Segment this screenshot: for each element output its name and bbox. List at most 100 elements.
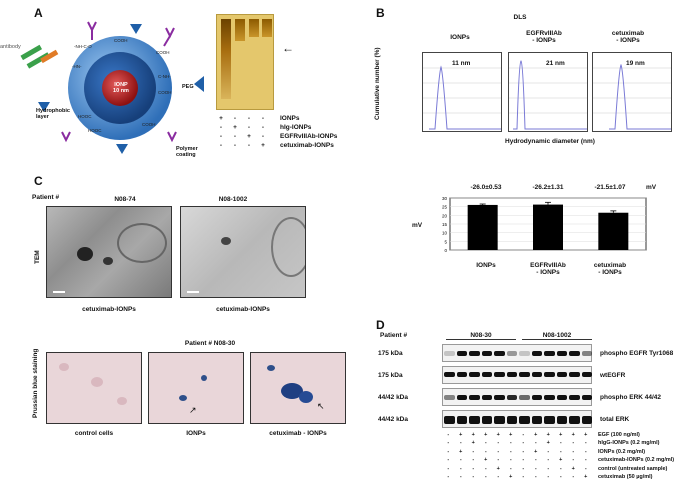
condition-sign: - [522,474,525,480]
blot-band [456,372,467,377]
condition-sign: - [559,440,562,447]
condition-sign: - [484,448,487,455]
blot-strip [442,388,592,406]
condition-sign: - [559,448,562,455]
blot-band [469,372,480,377]
condition-sign: - [534,474,537,480]
zeta-bar [598,212,629,250]
gel-sign: - [261,133,265,140]
blot-band [481,372,492,377]
svg-text:COOH: COOH [158,90,172,95]
zeta-cat-1: IONPs [476,262,496,269]
gel-legend-label: IONPs [280,115,300,122]
group-2: N08-1002 [522,332,592,341]
condition-sign: + [459,448,463,455]
zeta-ytick: 15 [442,222,448,227]
gel-sign: - [247,124,251,131]
group-1: N08-30 [446,332,516,341]
condition-sign: + [534,432,538,438]
gel-sign: + [247,133,251,140]
condition-sign: + [546,432,550,438]
condition-sign: - [447,432,450,438]
dls-ylabel: Cumulative number (%) [374,47,381,120]
condition-sign: + [546,440,550,447]
blot-band [444,372,455,377]
blot-protein-label: phospho EGFR Tyr1068 [600,350,674,357]
condition-sign: + [509,474,513,480]
blot-band [469,351,480,356]
panel-d-letter: D [376,318,385,332]
gel-sign: + [233,124,237,131]
blot-band [494,351,505,356]
patient-label-c: Patient # [32,194,60,201]
gel-sign: - [261,115,265,122]
gel-legend: + - - - IONPs - + - - hIg-IONPs - - + - EGFRvIIIAb-ION… [214,114,344,150]
blot-band [569,351,580,356]
patient-label-d: Patient # [380,332,408,339]
dls-plot-1-title: IONPs [450,34,470,41]
condition-sign: - [522,465,525,472]
blot-strip [442,366,592,384]
condition-label: cetuximab (50 µg/ml) [598,474,653,480]
pb-image-2: ↗ [148,352,244,424]
condition-sign: + [584,474,588,480]
blot-band [519,395,530,400]
condition-label: hIgG-IONPs (0.2 mg/ml) [598,440,660,447]
blot-band [506,416,517,424]
blot-band [569,372,580,377]
svg-text:C-NH-: C-NH- [158,74,171,79]
gel-sign: - [233,142,237,149]
arrow-icon: ↖ [317,401,325,411]
zeta-ylabel: mV [412,222,423,229]
blot-band [444,351,455,356]
condition-sign: - [509,448,512,455]
blot-band [544,351,555,356]
condition-sign: - [509,440,512,447]
pb-caption-3: cetuximab - IONPs [269,430,327,437]
gel-legend-row: + - - - IONPs [214,114,344,123]
condition-sign: - [584,440,587,447]
blot-band [481,416,492,424]
gel-legend-row: - - - + cetuximab-IONPs [214,141,344,150]
blot-band [531,416,542,424]
condition-sign: - [572,457,575,464]
dls-plot-2 [508,52,588,132]
blot-band [581,416,592,424]
tem-col-1: N08-74 [114,196,136,203]
tem-image-1 [46,206,172,298]
svg-text:COOH: COOH [142,122,156,127]
tem-caption-2: cetuximab-IONPs [216,306,270,313]
condition-sign: - [534,465,537,472]
gel-sign: - [219,142,223,149]
blot-band [456,395,467,400]
condition-sign: + [509,432,513,438]
arrow-icon: ↗ [189,405,197,415]
condition-sign: - [484,474,487,480]
zeta-ytick: 0 [444,248,447,253]
svg-text:-HN-: -HN- [72,64,82,69]
svg-text:HOOC: HOOC [88,128,102,133]
condition-sign: - [522,432,525,438]
blot-band [506,351,517,356]
gel-sign: - [261,124,265,131]
condition-sign: + [484,457,488,464]
gel-sign: - [219,133,223,140]
blot-band [519,416,530,424]
condition-sign: - [472,474,475,480]
condition-sign: - [559,474,562,480]
zeta-ytick: 5 [444,239,447,244]
blot-band [569,416,580,424]
gel-legend-row: - + - - hIg-IONPs [214,123,344,132]
blot-band [481,351,492,356]
pb-caption-2: IONPs [186,430,206,437]
condition-sign: + [484,432,488,438]
condition-sign: - [447,457,450,464]
blot-band [444,416,455,424]
condition-sign: - [447,474,450,480]
condition-sign: + [496,432,500,438]
blot-band [519,372,530,377]
condition-sign: - [572,440,575,447]
blot-band [556,395,567,400]
condition-sign: - [584,457,587,464]
tem-col-2: N08-1002 [218,196,248,203]
